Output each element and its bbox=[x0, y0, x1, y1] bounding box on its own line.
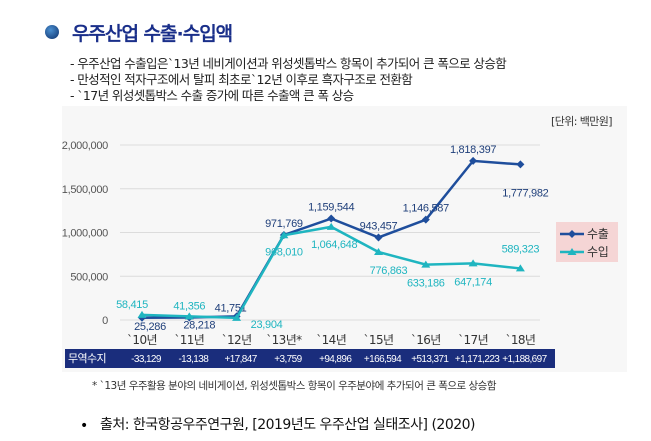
data-point-import bbox=[326, 222, 336, 230]
legend-label: 수입 bbox=[587, 245, 608, 259]
data-point-export bbox=[374, 233, 383, 242]
data-point-export bbox=[421, 215, 430, 224]
x-tick-label: `17년 bbox=[458, 333, 488, 347]
x-tick-label: `16년 bbox=[411, 333, 441, 347]
data-label: 1,146,587 bbox=[403, 203, 449, 215]
x-tick-label: `14년 bbox=[316, 333, 346, 347]
data-label: 28,218 bbox=[183, 320, 215, 332]
trade-balance-value: +513,371 bbox=[411, 354, 449, 365]
trade-balance-label: 무역수지 bbox=[68, 352, 106, 365]
bullet-3: - `17년 위성셋톱박스 수출 증가에 따른 수출액 큰 폭 상승 bbox=[70, 88, 354, 103]
data-label: 41,356 bbox=[173, 300, 205, 312]
data-point-export bbox=[327, 214, 336, 223]
data-label: 23,904 bbox=[251, 319, 283, 331]
trade-balance-value: +1,171,223 bbox=[455, 354, 500, 365]
data-label: 647,174 bbox=[454, 276, 492, 288]
data-point-import bbox=[468, 259, 478, 267]
trade-balance-value: -13,138 bbox=[178, 354, 209, 365]
x-tick-label: `12년 bbox=[222, 333, 252, 347]
bullet-2: - 만성적인 적자구조에서 탈피 최초로`12년 이후로 흑자구조로 전환함 bbox=[70, 72, 413, 87]
data-label: 1,159,544 bbox=[308, 202, 354, 214]
trade-balance-value: +3,759 bbox=[274, 354, 302, 365]
bullet-1: - 우주산업 수출입은`13년 네비게이션과 위성셋톱박스 항목이 추가되어 큰… bbox=[70, 56, 507, 71]
trade-balance-value: +1,188,697 bbox=[502, 354, 547, 365]
data-label: 58,415 bbox=[116, 299, 148, 311]
data-point-export bbox=[516, 160, 525, 169]
data-label: 589,323 bbox=[502, 243, 540, 255]
data-label: 1,777,982 bbox=[502, 187, 548, 199]
data-point-import bbox=[184, 312, 194, 320]
data-point-import bbox=[374, 248, 383, 256]
data-label: 633,186 bbox=[407, 278, 445, 290]
data-label: 968,010 bbox=[265, 246, 303, 258]
legend-label: 수출 bbox=[587, 227, 609, 241]
data-point-import bbox=[137, 310, 147, 318]
trade-balance-value: -33,129 bbox=[131, 354, 162, 365]
x-tick-label: `10년 bbox=[127, 333, 157, 347]
legend-marker-diamond bbox=[568, 230, 576, 238]
chart-panel bbox=[62, 106, 627, 372]
footnote: * `13년 우주활용 분야의 네비게이션, 위성셋톱박스 항목이 우주분야에 … bbox=[92, 380, 497, 392]
data-point-import bbox=[515, 264, 525, 272]
x-tick-label: `13년* bbox=[266, 333, 302, 347]
x-tick-label: `11년 bbox=[174, 333, 204, 347]
x-tick-label: `15년 bbox=[364, 333, 394, 347]
data-point-import bbox=[421, 260, 431, 268]
y-tick-label: 1,000,000 bbox=[62, 228, 108, 240]
source-text: 출처: 한국항공우주연구원, [2019년도 우주산업 실태조사] (2020) bbox=[100, 417, 476, 433]
trade-balance-value: +166,594 bbox=[364, 354, 402, 365]
bullet-circle-icon bbox=[45, 25, 59, 39]
trade-balance-value: +17,847 bbox=[224, 354, 257, 365]
data-label: 943,457 bbox=[360, 220, 398, 232]
data-point-import bbox=[232, 313, 242, 321]
data-label: 1,818,397 bbox=[450, 144, 496, 156]
data-point-export bbox=[469, 156, 478, 165]
legend-marker-triangle bbox=[567, 248, 577, 255]
y-tick-label: 0 bbox=[102, 315, 108, 327]
trade-balance-value: +94,896 bbox=[319, 354, 352, 365]
y-tick-label: 1,500,000 bbox=[62, 184, 108, 196]
data-label: 41,751 bbox=[215, 302, 247, 314]
data-label: 25,286 bbox=[134, 321, 166, 333]
unit-label: [단위: 백만원] bbox=[551, 115, 612, 128]
x-tick-label: `18년 bbox=[505, 333, 535, 347]
data-label: 1,064,648 bbox=[311, 239, 357, 251]
data-point-import bbox=[279, 231, 289, 239]
data-label: 971,769 bbox=[265, 218, 303, 230]
trade-balance-bar bbox=[65, 349, 555, 368]
source-bullet: • bbox=[80, 418, 89, 434]
page-title: 우주산업 수출·수입액 bbox=[72, 23, 233, 45]
data-label: 776,863 bbox=[370, 265, 408, 277]
y-tick-label: 500,000 bbox=[70, 271, 108, 283]
y-tick-label: 2,000,000 bbox=[62, 140, 108, 152]
legend-box bbox=[556, 222, 618, 262]
